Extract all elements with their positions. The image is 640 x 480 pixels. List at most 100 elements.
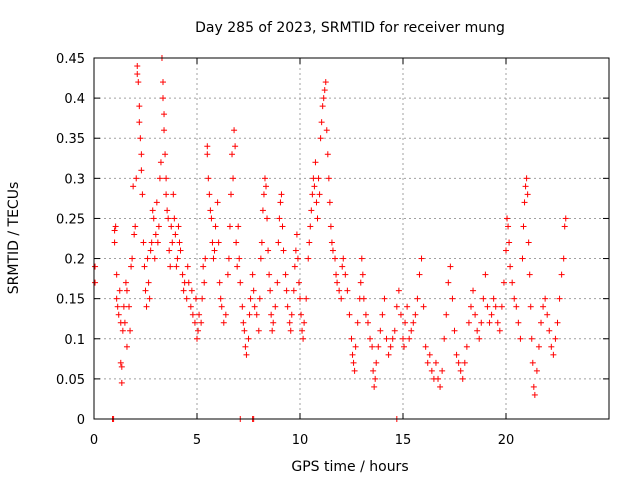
data-point (426, 351, 433, 358)
data-point (263, 183, 270, 190)
data-point (308, 207, 315, 214)
data-point (540, 303, 547, 310)
data-point (320, 95, 327, 102)
data-point (354, 319, 361, 326)
data-point (134, 71, 141, 78)
data-point (340, 255, 347, 262)
data-point (143, 303, 150, 310)
y-tick-label: 0.2 (64, 253, 85, 268)
data-point (269, 327, 276, 334)
data-point (350, 359, 357, 366)
data-point (202, 255, 209, 262)
data-point (212, 223, 219, 230)
data-point (410, 319, 417, 326)
data-point (371, 383, 378, 390)
data-point (111, 239, 118, 246)
data-point (167, 263, 174, 270)
data-point (176, 239, 183, 246)
data-point (546, 327, 553, 334)
data-point (428, 367, 435, 374)
data-point (258, 239, 265, 246)
data-point (207, 207, 214, 214)
data-point (357, 279, 364, 286)
data-point (170, 191, 177, 198)
data-point (208, 215, 215, 222)
data-point (161, 127, 168, 134)
data-point (163, 191, 170, 198)
data-point (139, 191, 146, 198)
data-point (311, 183, 318, 190)
data-point (329, 247, 336, 254)
data-point (303, 295, 310, 302)
data-point (127, 327, 134, 334)
data-point (151, 255, 158, 262)
data-point (231, 127, 238, 134)
data-point (519, 255, 526, 262)
data-point (196, 311, 203, 318)
data-point (316, 191, 323, 198)
data-point (205, 175, 212, 182)
data-point (220, 319, 227, 326)
data-point (118, 379, 125, 386)
data-point (299, 327, 306, 334)
data-point (113, 271, 120, 278)
data-point (470, 287, 477, 294)
data-point (164, 207, 171, 214)
data-point (278, 191, 285, 198)
data-point (498, 303, 505, 310)
data-point (250, 287, 257, 294)
data-point (327, 223, 334, 230)
data-point (338, 295, 345, 302)
data-point (383, 335, 390, 342)
x-axis-label: GPS time / hours (291, 459, 408, 475)
data-point (161, 111, 168, 118)
data-point (321, 87, 328, 94)
data-point (367, 335, 374, 342)
data-point (123, 343, 130, 350)
data-point (439, 367, 446, 374)
data-point (522, 183, 529, 190)
data-point (130, 183, 137, 190)
data-point (385, 351, 392, 358)
data-point (232, 143, 239, 150)
data-point (455, 359, 462, 366)
data-point (291, 263, 298, 270)
data-point (521, 199, 528, 206)
data-point (230, 175, 237, 182)
data-point (138, 167, 145, 174)
data-point (117, 359, 124, 366)
data-point (120, 303, 127, 310)
data-point (261, 175, 268, 182)
y-tick-label: 0.15 (56, 293, 85, 308)
data-point (451, 327, 458, 334)
data-point (199, 295, 206, 302)
data-point (443, 311, 450, 318)
data-point (457, 367, 464, 374)
data-point (282, 271, 289, 278)
data-point (140, 239, 147, 246)
data-point (236, 255, 243, 262)
data-point (253, 311, 260, 318)
data-point (173, 263, 180, 270)
data-point (437, 383, 444, 390)
data-point (307, 223, 314, 230)
data-point (492, 303, 499, 310)
data-point (126, 303, 133, 310)
data-point (351, 367, 358, 374)
data-point (277, 199, 284, 206)
data-point (222, 311, 229, 318)
data-point (152, 231, 159, 238)
axes: 0 0.05 0.1 0.15 0.2 0.25 0.3 0.35 0.4 0.45 0 5 10 15 2… (56, 52, 609, 448)
data-point (135, 79, 142, 86)
data-point (527, 303, 534, 310)
data-point (204, 143, 211, 150)
data-point (187, 303, 194, 310)
data-point (528, 335, 535, 342)
data-point (287, 327, 294, 334)
data-point (270, 319, 277, 326)
data-point (268, 311, 275, 318)
data-point (256, 295, 263, 302)
y-tick-label: 0.05 (56, 373, 85, 388)
data-point (234, 263, 241, 270)
data-point (538, 319, 545, 326)
